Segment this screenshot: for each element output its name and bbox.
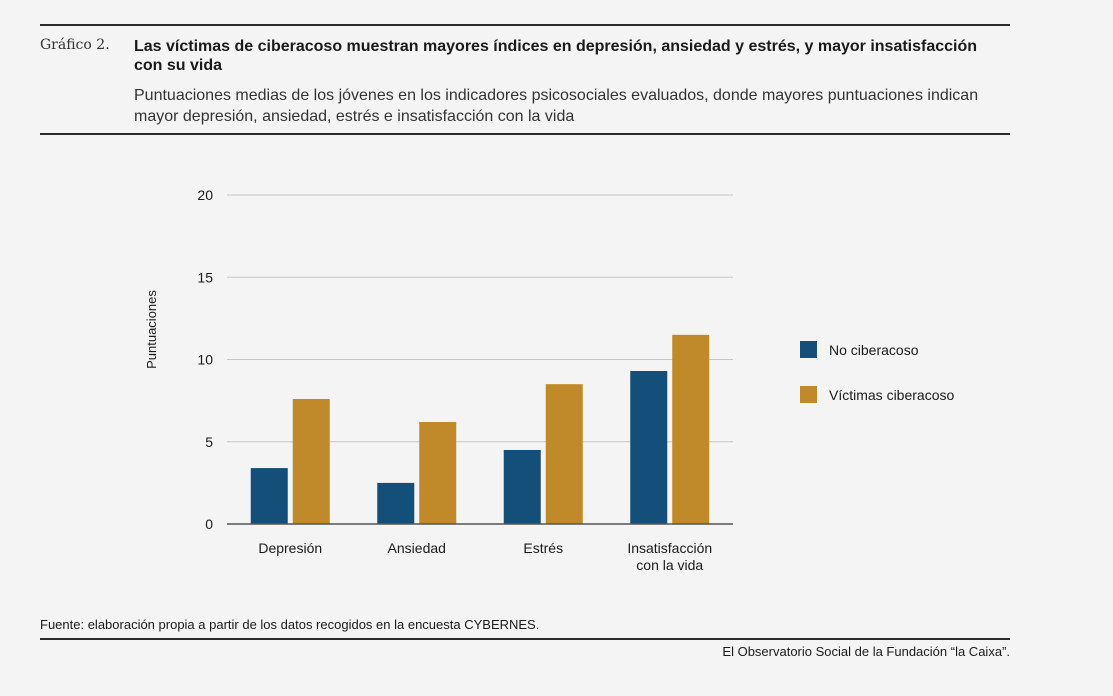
legend-item-no-ciberacoso: No ciberacoso [800,341,919,358]
source-note: Fuente: elaboración propia a partir de l… [40,617,540,632]
y-tick-label-20: 20 [197,187,213,203]
x-tick-label-3: Insatisfacción con la vida [627,540,712,573]
footer-rule [40,638,1010,640]
bar-no-ciberacoso-0 [250,468,288,524]
x-tick-label-0: Depresión [258,540,322,556]
legend-item-victimas-ciberacoso: Víctimas ciberacoso [800,386,954,403]
legend-swatch-victimas-ciberacoso [800,386,817,403]
legend-label-no-ciberacoso: No ciberacoso [829,341,919,358]
bar-victimas-2 [545,384,583,524]
legend-label-victimas-ciberacoso: Víctimas ciberacoso [829,386,955,403]
legend-swatch-no-ciberacoso [800,341,817,358]
bar-victimas-1 [419,422,457,524]
bar-no-ciberacoso-3 [630,371,668,524]
x-tick-label-1: Ansiedad [388,540,446,556]
x-tick-label-line: Estrés [523,540,563,556]
chart-subtitle: Puntuaciones medias de los jóvenes en lo… [134,87,979,125]
bar-chart: 0 5 10 15 20 Puntuaciones Depresión Ansiedad Est… [144,187,733,573]
y-tick-label-15: 15 [197,269,213,285]
x-tick-label-line: Ansiedad [388,540,446,556]
x-tick-label-line: Insatisfacción [627,540,712,556]
header-rule [40,133,1010,135]
credit-note: El Observatorio Social de la Fundación “… [722,644,1010,659]
top-rule [40,24,1010,26]
bar-no-ciberacoso-2 [503,449,541,524]
y-tick-label-0: 0 [205,516,213,532]
bar-victimas-3 [672,334,710,524]
figure-label: Gráfico 2. [40,37,110,53]
x-tick-label-2: Estrés [523,540,563,556]
y-tick-label-5: 5 [205,434,213,450]
chart-title: Las víctimas de ciberacoso muestran mayo… [134,38,978,74]
x-tick-label-line: Depresión [258,540,322,556]
y-tick-label-10: 10 [197,352,213,368]
bar-victimas-0 [292,398,330,524]
y-axis-label: Puntuaciones [144,290,159,369]
bar-no-ciberacoso-1 [377,482,415,524]
x-tick-label-line: con la vida [636,557,703,573]
